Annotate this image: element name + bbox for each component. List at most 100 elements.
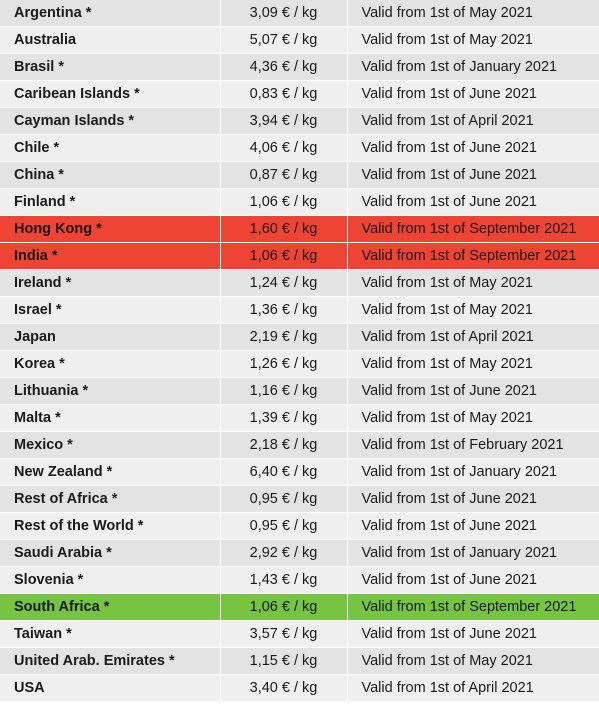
table-row: Korea * 1,26 € / kg Valid from 1st of May …	[0, 350, 599, 378]
price-cell: 1,06 € / kg	[220, 593, 348, 621]
country-cell: China *	[0, 161, 221, 189]
country-cell: Saudi Arabia *	[0, 539, 221, 567]
valid-from-cell: Valid from 1st of May 2021	[347, 404, 599, 432]
valid-from-cell: Valid from 1st of June 2021	[347, 566, 599, 594]
country-cell: Ireland *	[0, 269, 221, 297]
price-cell: 3,40 € / kg	[220, 674, 348, 702]
valid-from-cell: Valid from 1st of May 2021	[347, 26, 599, 54]
valid-from-cell: Valid from 1st of May 2021	[347, 647, 599, 675]
country-cell: Rest of the World *	[0, 512, 221, 540]
price-cell: 0,95 € / kg	[220, 485, 348, 513]
country-cell: USA	[0, 674, 221, 702]
valid-from-cell: Valid from 1st of June 2021	[347, 377, 599, 405]
table-row: Chile * 4,06 € / kg Valid from 1st of June…	[0, 134, 599, 162]
price-cell: 1,60 € / kg	[220, 215, 348, 243]
price-cell: 1,39 € / kg	[220, 404, 348, 432]
country-cell: Argentina *	[0, 0, 221, 27]
price-cell: 0,83 € / kg	[220, 80, 348, 108]
valid-from-cell: Valid from 1st of January 2021	[347, 458, 599, 486]
price-cell: 1,06 € / kg	[220, 242, 348, 270]
valid-from-cell: Valid from 1st of May 2021	[347, 350, 599, 378]
price-cell: 1,06 € / kg	[220, 188, 348, 216]
price-cell: 2,18 € / kg	[220, 431, 348, 459]
price-cell: 5,07 € / kg	[220, 26, 348, 54]
table-row: New Zealand * 6,40 € / kg Valid from 1st o…	[0, 458, 599, 486]
valid-from-cell: Valid from 1st of June 2021	[347, 80, 599, 108]
price-cell: 4,36 € / kg	[220, 53, 348, 81]
table-row: Cayman Islands * 3,94 € / kg Valid from 1s…	[0, 107, 599, 135]
country-cell: Israel *	[0, 296, 221, 324]
price-cell: 0,95 € / kg	[220, 512, 348, 540]
table-row: Japan 2,19 € / kg Valid from 1st of April …	[0, 323, 599, 351]
valid-from-cell: Valid from 1st of June 2021	[347, 512, 599, 540]
valid-from-cell: Valid from 1st of June 2021	[347, 620, 599, 648]
table-row: Slovenia * 1,43 € / kg Valid from 1st of J…	[0, 566, 599, 594]
valid-from-cell: Valid from 1st of June 2021	[347, 188, 599, 216]
country-cell: Mexico *	[0, 431, 221, 459]
country-cell: Malta *	[0, 404, 221, 432]
table-row: India * 1,06 € / kg Valid from 1st of Sept…	[0, 242, 599, 270]
valid-from-cell: Valid from 1st of May 2021	[347, 296, 599, 324]
country-cell: Brasil *	[0, 53, 221, 81]
country-cell: New Zealand *	[0, 458, 221, 486]
price-cell: 0,87 € / kg	[220, 161, 348, 189]
valid-from-cell: Valid from 1st of April 2021	[347, 674, 599, 702]
price-cell: 6,40 € / kg	[220, 458, 348, 486]
price-cell: 2,19 € / kg	[220, 323, 348, 351]
table-row: Rest of the World * 0,95 € / kg Valid from…	[0, 512, 599, 540]
country-cell: Lithuania *	[0, 377, 221, 405]
price-cell: 1,24 € / kg	[220, 269, 348, 297]
price-cell: 1,36 € / kg	[220, 296, 348, 324]
country-cell: Slovenia *	[0, 566, 221, 594]
country-cell: Japan	[0, 323, 221, 351]
country-cell: Cayman Islands *	[0, 107, 221, 135]
price-cell: 3,94 € / kg	[220, 107, 348, 135]
valid-from-cell: Valid from 1st of January 2021	[347, 539, 599, 567]
valid-from-cell: Valid from 1st of January 2021	[347, 53, 599, 81]
country-cell: Hong Kong *	[0, 215, 221, 243]
price-cell: 1,43 € / kg	[220, 566, 348, 594]
price-cell: 1,16 € / kg	[220, 377, 348, 405]
table-row: Taiwan * 3,57 € / kg Valid from 1st of Jun…	[0, 620, 599, 648]
valid-from-cell: Valid from 1st of September 2021	[347, 242, 599, 270]
table-row: China * 0,87 € / kg Valid from 1st of June…	[0, 161, 599, 189]
country-cell: India *	[0, 242, 221, 270]
valid-from-cell: Valid from 1st of June 2021	[347, 134, 599, 162]
price-cell: 3,09 € / kg	[220, 0, 348, 27]
country-cell: Taiwan *	[0, 620, 221, 648]
country-cell: United Arab. Emirates *	[0, 647, 221, 675]
valid-from-cell: Valid from 1st of September 2021	[347, 593, 599, 621]
table-row: Saudi Arabia * 2,92 € / kg Valid from 1st …	[0, 539, 599, 567]
table-row: Israel * 1,36 € / kg Valid from 1st of May…	[0, 296, 599, 324]
valid-from-cell: Valid from 1st of May 2021	[347, 269, 599, 297]
country-cell: Chile *	[0, 134, 221, 162]
valid-from-cell: Valid from 1st of February 2021	[347, 431, 599, 459]
valid-from-cell: Valid from 1st of June 2021	[347, 161, 599, 189]
table-row: Mexico * 2,18 € / kg Valid from 1st of Feb…	[0, 431, 599, 459]
country-cell: Australia	[0, 26, 221, 54]
country-cell: Finland *	[0, 188, 221, 216]
table-row: United Arab. Emirates * 1,15 € / kg Valid …	[0, 647, 599, 675]
table-row: Brasil * 4,36 € / kg Valid from 1st of Jan…	[0, 53, 599, 81]
table-row: Caribean Islands * 0,83 € / kg Valid from …	[0, 80, 599, 108]
table-row: Finland * 1,06 € / kg Valid from 1st of Ju…	[0, 188, 599, 216]
valid-from-cell: Valid from 1st of June 2021	[347, 485, 599, 513]
price-cell: 4,06 € / kg	[220, 134, 348, 162]
table-row: Australia 5,07 € / kg Valid from 1st of Ma…	[0, 26, 599, 54]
valid-from-cell: Valid from 1st of April 2021	[347, 107, 599, 135]
table-row: Rest of Africa * 0,95 € / kg Valid from 1s…	[0, 485, 599, 513]
country-cell: Caribean Islands *	[0, 80, 221, 108]
price-cell: 3,57 € / kg	[220, 620, 348, 648]
country-cell: South Africa *	[0, 593, 221, 621]
table-row: Argentina * 3,09 € / kg Valid from 1st of …	[0, 0, 599, 27]
valid-from-cell: Valid from 1st of May 2021	[347, 0, 599, 27]
price-cell: 1,26 € / kg	[220, 350, 348, 378]
table-row: Malta * 1,39 € / kg Valid from 1st of May …	[0, 404, 599, 432]
table-row: Ireland * 1,24 € / kg Valid from 1st of Ma…	[0, 269, 599, 297]
valid-from-cell: Valid from 1st of April 2021	[347, 323, 599, 351]
table-row: Lithuania * 1,16 € / kg Valid from 1st of …	[0, 377, 599, 405]
valid-from-cell: Valid from 1st of September 2021	[347, 215, 599, 243]
table-row: USA 3,40 € / kg Valid from 1st of April 20…	[0, 674, 599, 702]
country-cell: Rest of Africa *	[0, 485, 221, 513]
